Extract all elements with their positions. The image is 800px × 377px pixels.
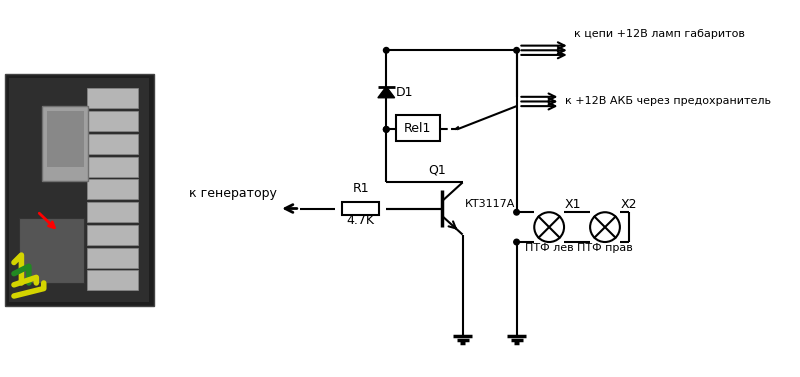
- Bar: [395, 115, 440, 141]
- Bar: [86, 134, 138, 154]
- Text: к цепи +12В ламп габаритов: к цепи +12В ламп габаритов: [574, 29, 745, 39]
- Bar: [86, 248, 138, 268]
- Circle shape: [383, 48, 389, 53]
- Circle shape: [383, 127, 389, 132]
- Circle shape: [514, 239, 519, 245]
- Bar: [5, 74, 154, 306]
- Bar: [342, 202, 379, 215]
- Bar: [86, 202, 138, 222]
- Bar: [86, 89, 138, 109]
- Text: R1: R1: [352, 182, 369, 195]
- Bar: [86, 270, 138, 290]
- Text: к генератору: к генератору: [190, 187, 278, 200]
- Bar: [42, 106, 89, 181]
- Text: X1: X1: [565, 198, 582, 211]
- Circle shape: [383, 127, 389, 132]
- Text: Rel1: Rel1: [404, 122, 431, 135]
- Text: Q1: Q1: [428, 163, 446, 176]
- Text: КТ3117А: КТ3117А: [465, 199, 515, 209]
- Bar: [86, 225, 138, 245]
- Text: ПТФ лев: ПТФ лев: [525, 243, 574, 253]
- Bar: [10, 78, 149, 302]
- Bar: [86, 157, 138, 177]
- Bar: [46, 111, 84, 167]
- Bar: [18, 218, 84, 283]
- Text: D1: D1: [395, 86, 413, 99]
- Text: к +12В АКБ через предохранитель: к +12В АКБ через предохранитель: [565, 96, 771, 106]
- Text: X2: X2: [621, 198, 638, 211]
- Circle shape: [514, 48, 519, 53]
- Text: ПТФ прав: ПТФ прав: [577, 243, 633, 253]
- Circle shape: [514, 210, 519, 215]
- Bar: [86, 111, 138, 131]
- Polygon shape: [378, 87, 394, 98]
- Bar: [86, 179, 138, 199]
- Text: 4.7K: 4.7K: [346, 215, 374, 227]
